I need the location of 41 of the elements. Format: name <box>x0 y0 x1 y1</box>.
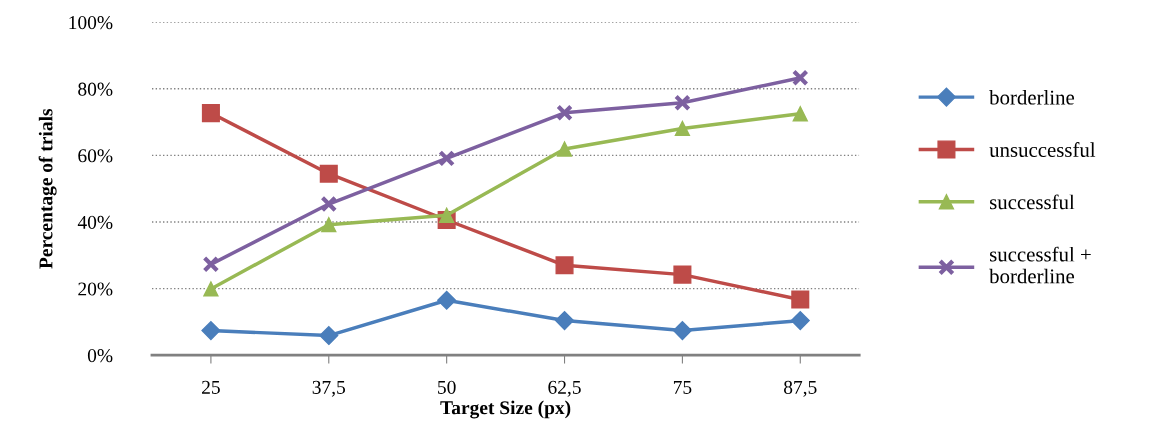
legend-label: successful + borderline <box>989 246 1091 284</box>
point <box>674 94 691 112</box>
point <box>790 311 810 331</box>
legend-label: successful <box>990 194 1075 210</box>
y-tick-label: 40% <box>77 215 113 229</box>
y-axis-title: Percentage of trials <box>38 108 57 269</box>
point <box>201 104 220 123</box>
point <box>321 217 337 233</box>
legend-label: unsuccessful <box>989 142 1096 157</box>
point <box>201 321 221 341</box>
point <box>320 195 338 213</box>
y-tick-label: 100% <box>69 16 113 30</box>
point <box>556 104 573 122</box>
x-tick-label: 75 <box>673 380 692 394</box>
point <box>672 321 692 341</box>
point <box>203 281 219 297</box>
point <box>792 106 808 122</box>
point <box>202 255 220 273</box>
point <box>555 256 574 275</box>
legend-label: borderline <box>989 89 1075 105</box>
y-tick-label: 20% <box>78 282 113 296</box>
x-tick-label: 50 <box>438 380 456 394</box>
point <box>791 69 809 87</box>
point <box>319 164 338 183</box>
point <box>439 207 455 223</box>
point <box>791 290 810 309</box>
y-tick-label: 60% <box>78 149 113 163</box>
x-tick-label: 37,5 <box>312 380 346 397</box>
point <box>673 265 692 284</box>
x-tick-label: 25 <box>202 380 220 394</box>
y-tick-label: 0% <box>87 349 113 363</box>
point <box>556 141 573 157</box>
x-tick-label: 62,5 <box>548 380 581 397</box>
point <box>674 120 691 137</box>
point <box>554 311 575 331</box>
point <box>319 326 339 346</box>
x-tick-label: 87,5 <box>784 380 817 397</box>
y-tick-label: 80% <box>78 82 113 96</box>
point <box>438 150 455 167</box>
x-axis-title: Target Size (px) <box>440 400 571 419</box>
point <box>437 290 457 310</box>
